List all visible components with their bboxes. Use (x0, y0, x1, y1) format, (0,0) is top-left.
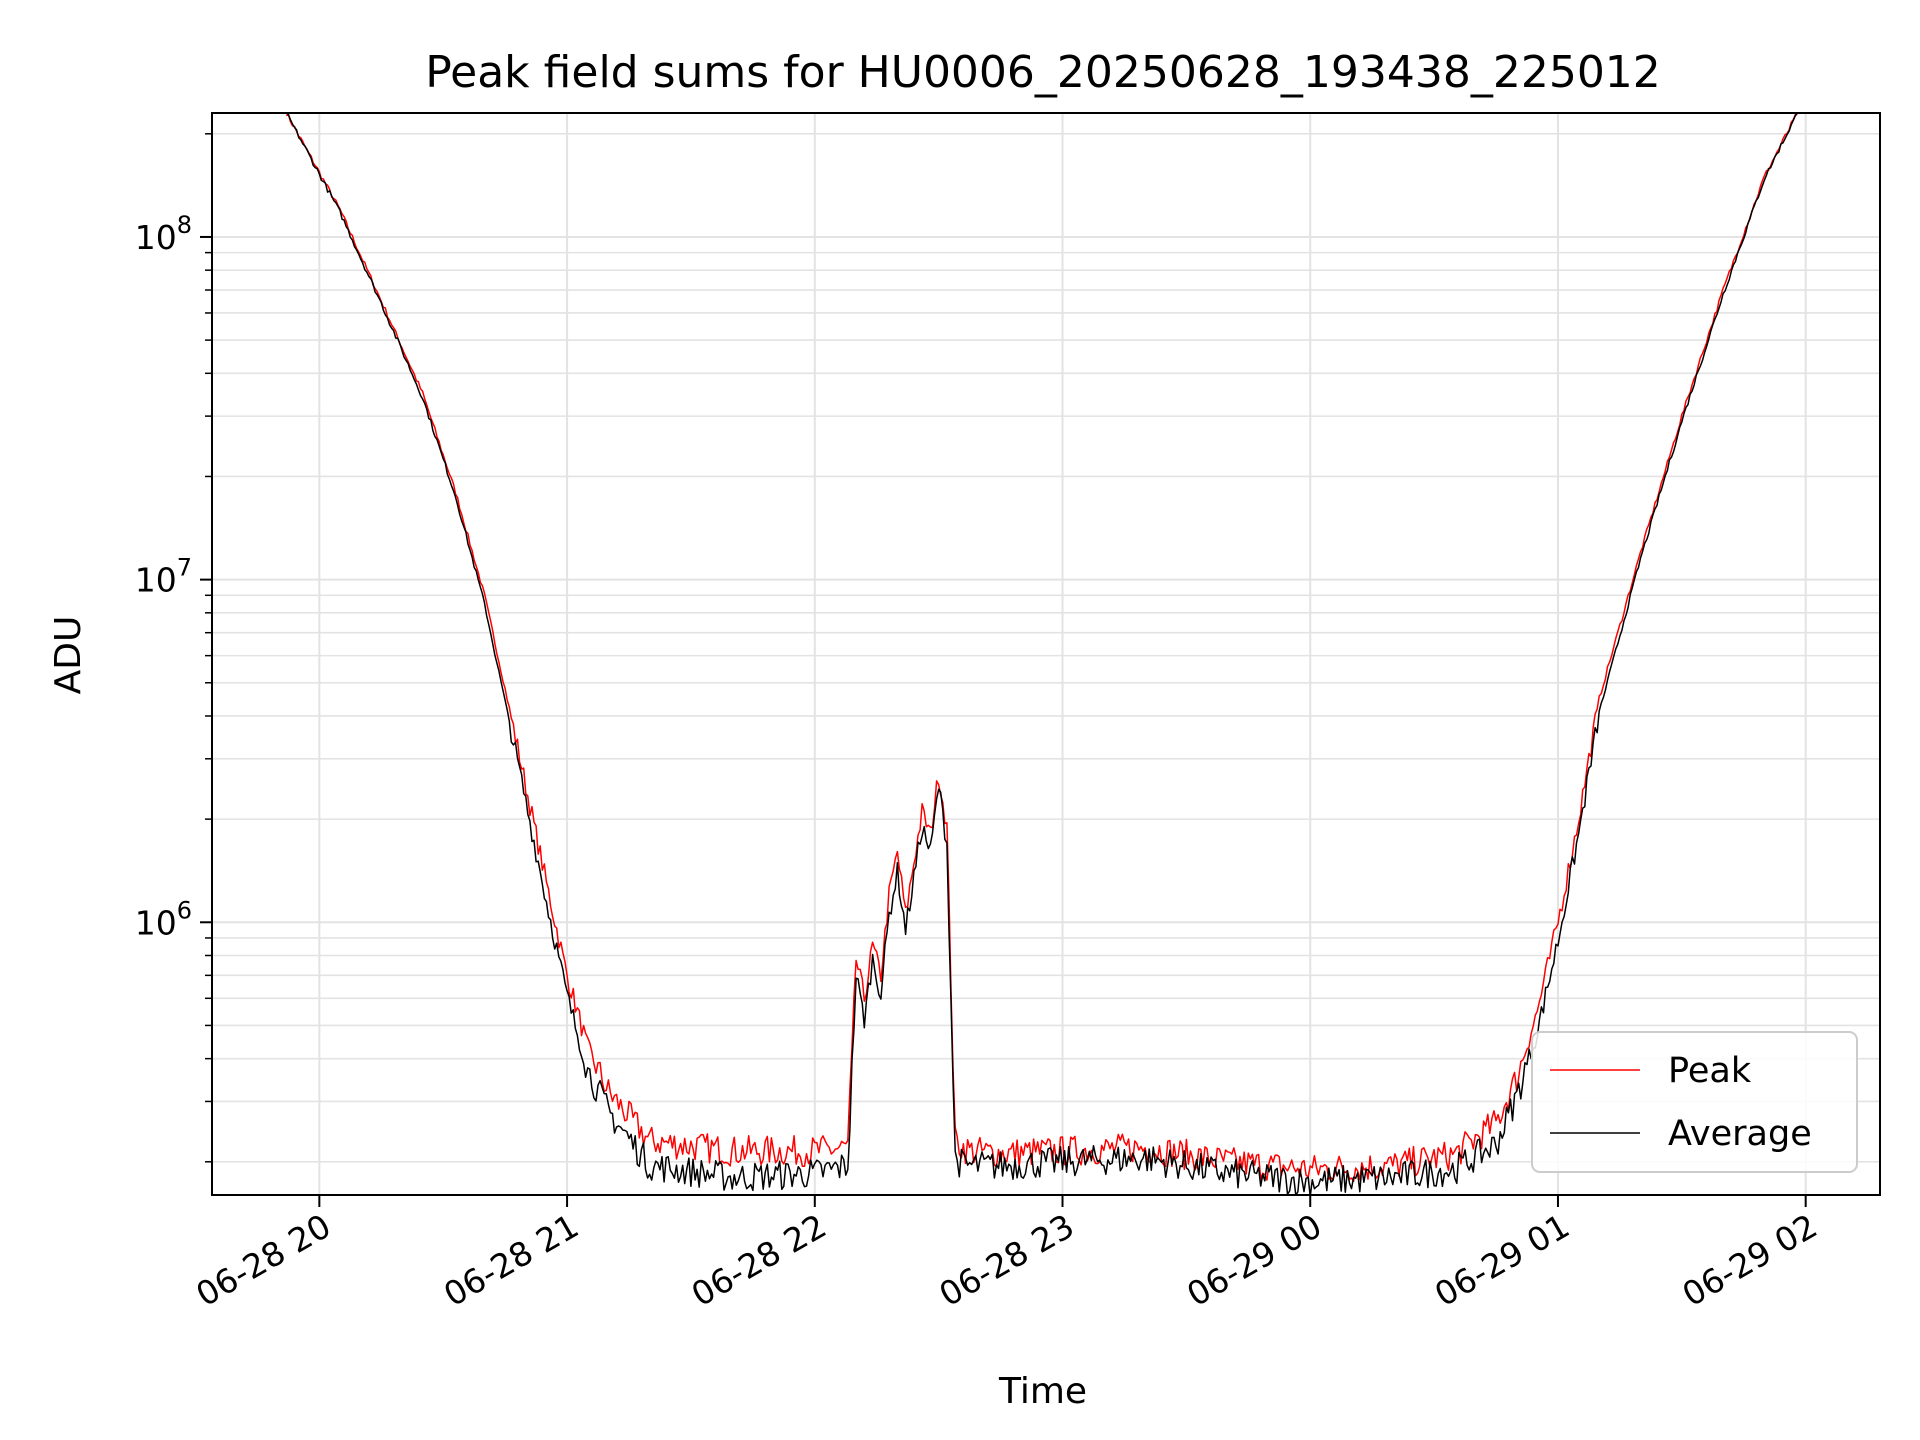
grid (212, 113, 1880, 1195)
x-tick-label: 06-28 23 (933, 1206, 1081, 1314)
y-tick-label-base: 10 (135, 218, 177, 257)
x-tick-label: 06-29 02 (1676, 1206, 1824, 1314)
chart-title: Peak field sums for HU0006_20250628_1934… (425, 47, 1661, 98)
y-tick-label-base: 10 (135, 903, 177, 942)
y-tick-label-exponent: 6 (177, 896, 192, 924)
x-tick-label: 06-28 22 (685, 1206, 833, 1314)
y-tick-label-base: 10 (135, 561, 177, 600)
y-tick-label-exponent: 8 (177, 211, 192, 239)
y-axis-label: ADU (48, 616, 89, 695)
legend-box (1531, 1031, 1858, 1173)
y-tick-label: 108 (135, 211, 192, 257)
x-tick-label: 06-29 01 (1428, 1206, 1576, 1314)
x-axis-label: Time (998, 1371, 1087, 1412)
plot-frame (211, 112, 1881, 1196)
y-tick-label: 106 (135, 896, 192, 942)
legend: Peak Average (1531, 1031, 1858, 1173)
x-tick-label: 06-29 00 (1180, 1206, 1328, 1314)
legend-label-peak: Peak (1668, 1051, 1752, 1091)
x-tick-label: 06-28 21 (437, 1206, 585, 1314)
series-line-average (285, 112, 1798, 1198)
series-layer (285, 112, 1798, 1198)
series-line-peak (285, 113, 1798, 1182)
legend-label-average: Average (1668, 1114, 1812, 1154)
y-tick-label-exponent: 7 (177, 554, 192, 582)
x-axis: 06-28 20 06-28 21 06-28 22 06-28 23 06-29 00… (189, 1195, 1824, 1314)
y-tick-label: 107 (135, 554, 192, 600)
x-tick-label: 06-28 20 (189, 1206, 337, 1314)
